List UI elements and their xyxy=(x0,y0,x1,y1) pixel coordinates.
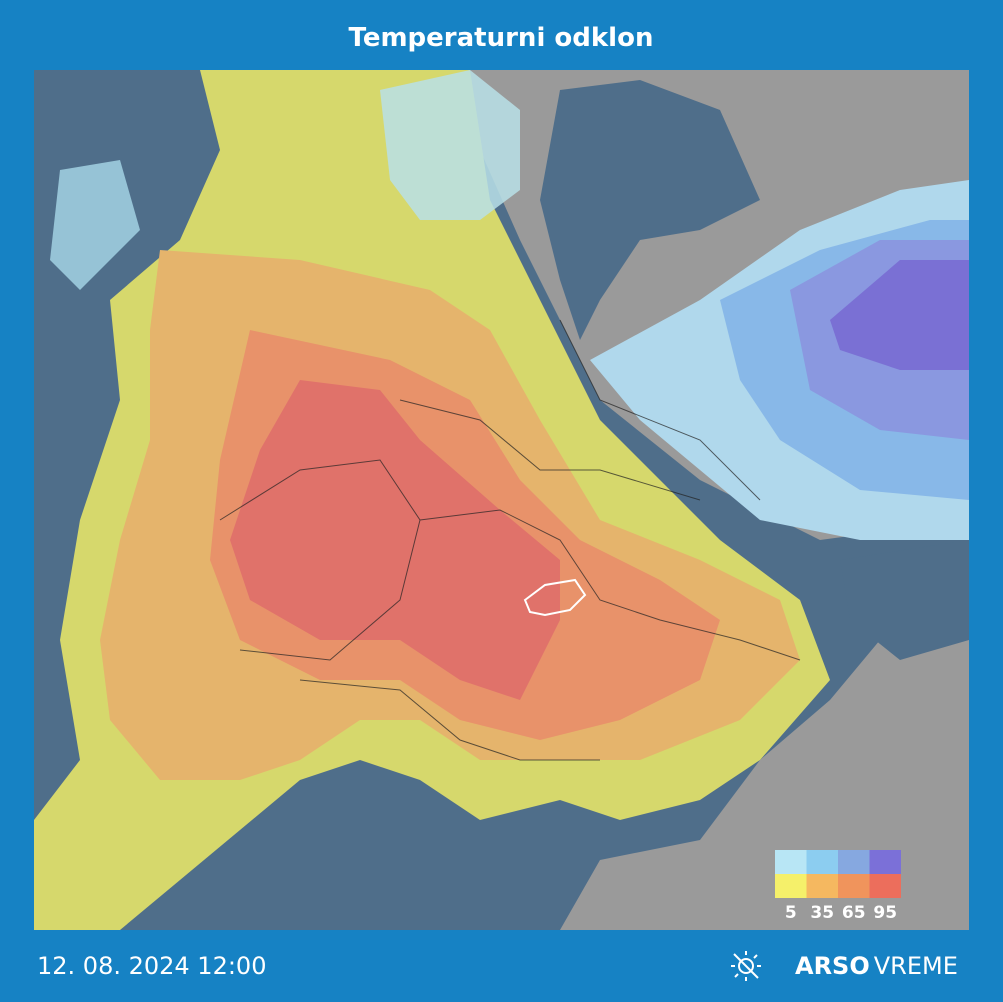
legend-swatch-warm xyxy=(869,874,901,898)
legend-swatch-cold xyxy=(869,850,901,874)
legend-swatch-cold xyxy=(806,850,838,874)
brand-name: ARSO xyxy=(795,952,870,980)
brand: ARSO VREME xyxy=(795,952,958,980)
datetime: 12. 08. 2024 12:00 xyxy=(37,952,266,980)
map xyxy=(34,70,969,930)
legend-swatch-warm xyxy=(775,874,807,898)
black-sea xyxy=(840,540,969,660)
legend-swatch-cold xyxy=(775,850,807,874)
anomaly-max xyxy=(230,380,560,700)
cold-scandinavia xyxy=(380,70,520,220)
borders xyxy=(219,319,801,761)
legend-swatch-cold xyxy=(838,850,870,874)
cold-atlantic xyxy=(50,160,140,290)
legend-label: 95 xyxy=(873,903,897,923)
legend-label: 35 xyxy=(810,903,834,923)
brand-suffix: VREME xyxy=(874,952,958,980)
cold-4 xyxy=(830,260,969,370)
legend-label: 5 xyxy=(785,903,797,923)
slovenia-outline xyxy=(523,578,587,617)
title: Temperaturni odklon xyxy=(349,23,654,53)
legend-label: 65 xyxy=(842,903,866,923)
legend: 5 35 65 95 xyxy=(775,850,901,923)
legend-swatch-warm xyxy=(838,874,870,898)
baltic xyxy=(540,80,760,340)
brand-icon xyxy=(731,951,761,981)
legend-swatch-warm xyxy=(806,874,838,898)
